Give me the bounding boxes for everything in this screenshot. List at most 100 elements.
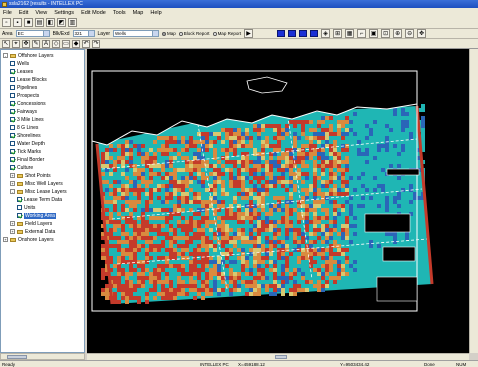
layer-checkbox[interactable]: [10, 165, 15, 170]
tree-item[interactable]: Leases: [10, 68, 33, 75]
menu-help[interactable]: Help: [150, 9, 162, 16]
expand-icon[interactable]: +: [3, 237, 8, 242]
legend-icon[interactable]: ▦: [345, 29, 355, 38]
tree-item[interactable]: Lease Blocks: [10, 76, 47, 83]
polygon-icon[interactable]: ◇: [52, 39, 60, 48]
area-select[interactable]: EC: [15, 30, 50, 37]
radio-map[interactable]: Map: [162, 31, 176, 36]
tree-item[interactable]: + Onshore Layers: [3, 236, 54, 243]
tree-item[interactable]: - Offshore Layers: [3, 52, 53, 59]
layers-icon[interactable]: ◈: [321, 29, 331, 38]
menu-file[interactable]: File: [3, 9, 12, 16]
tree-item[interactable]: Prospects: [10, 92, 39, 99]
expand-icon[interactable]: +: [10, 229, 15, 234]
view-blue-3-icon[interactable]: [299, 30, 308, 37]
measure-icon[interactable]: ⌐: [357, 29, 367, 38]
save-icon[interactable]: ■: [24, 18, 33, 27]
map-hscrollbar[interactable]: [87, 353, 469, 360]
tree-item[interactable]: + External Data: [10, 228, 55, 235]
new-icon[interactable]: ▫: [2, 18, 11, 27]
rectangle-icon[interactable]: ▭: [62, 39, 70, 48]
print-icon[interactable]: ▤: [35, 18, 44, 27]
menu-map[interactable]: Map: [132, 9, 144, 16]
view-blue-1-icon[interactable]: [277, 30, 286, 37]
collapse-icon[interactable]: -: [3, 53, 8, 58]
tree-item[interactable]: Water Depth: [10, 140, 45, 147]
layer-checkbox[interactable]: [17, 205, 22, 210]
tree-item[interactable]: + Shot Points: [10, 172, 51, 179]
node-icon[interactable]: ◆: [72, 39, 80, 48]
view-blue-2-icon[interactable]: [288, 30, 297, 37]
tree-item[interactable]: Units: [17, 204, 35, 211]
export-icon[interactable]: ◩: [57, 18, 66, 27]
tree-item[interactable]: Tick Marks: [10, 148, 41, 155]
info-icon[interactable]: ▥: [68, 18, 77, 27]
layer-checkbox[interactable]: [10, 157, 15, 162]
layer-checkbox[interactable]: [10, 109, 15, 114]
map-icon[interactable]: ◧: [46, 18, 55, 27]
layer-select[interactable]: Wells: [113, 30, 160, 37]
map-hscroll-thumb[interactable]: [275, 355, 287, 359]
layer-checkbox[interactable]: [10, 93, 15, 98]
tree-item[interactable]: Wells: [10, 60, 29, 67]
pan-icon[interactable]: ✥: [417, 29, 427, 38]
identify-icon[interactable]: ⊞: [333, 29, 343, 38]
redo-icon[interactable]: ↷: [92, 39, 100, 48]
layer-checkbox[interactable]: [10, 69, 15, 74]
layer-checkbox[interactable]: [17, 197, 22, 202]
menu-edit[interactable]: Edit: [18, 9, 29, 16]
tree-item[interactable]: - Misc Lease Layers: [10, 188, 67, 195]
menu-view[interactable]: View: [35, 9, 48, 16]
pointer-icon[interactable]: ↖: [2, 39, 10, 48]
radio-block-report[interactable]: Block Report: [178, 31, 210, 36]
tree-item[interactable]: + Field Layers: [10, 220, 52, 227]
map-canvas[interactable]: [87, 49, 478, 353]
layer-tree[interactable]: - Offshore Layers Wells Leases Lease Blocks P…: [0, 49, 85, 353]
tree-item[interactable]: + Misc Well Layers: [10, 180, 63, 187]
title-bar[interactable]: ssla2162 [results - INTELLEX PC: [0, 0, 478, 8]
print-map-icon[interactable]: ▣: [369, 29, 379, 38]
text-icon[interactable]: A: [42, 39, 50, 48]
tree-item[interactable]: 8 G Lines: [10, 124, 38, 131]
tree-item[interactable]: 3 Mile Lines: [10, 116, 44, 123]
tree-item[interactable]: Working Area: [17, 212, 56, 219]
layer-checkbox[interactable]: [10, 149, 15, 154]
layer-checkbox[interactable]: [10, 101, 15, 106]
zoom-out-icon[interactable]: ⊖: [405, 29, 415, 38]
tree-item[interactable]: Culture: [10, 164, 33, 171]
tree-item[interactable]: Shorelines: [10, 132, 41, 139]
select-icon[interactable]: ⌖: [12, 39, 20, 48]
menu-edit-mode[interactable]: Edit Mode: [81, 9, 106, 16]
draw-icon[interactable]: ✎: [32, 39, 40, 48]
move-icon[interactable]: ✥: [22, 39, 30, 48]
tree-hscrollbar[interactable]: [0, 353, 85, 360]
expand-icon[interactable]: +: [10, 221, 15, 226]
layer-checkbox[interactable]: [17, 213, 22, 218]
menu-tools[interactable]: Tools: [112, 9, 126, 16]
collapse-icon[interactable]: -: [10, 189, 15, 194]
tree-item[interactable]: Pipelines: [10, 84, 37, 91]
go-button[interactable]: ▶: [244, 29, 254, 38]
open-icon[interactable]: ▪: [13, 18, 22, 27]
expand-icon[interactable]: +: [10, 181, 15, 186]
layer-checkbox[interactable]: [10, 77, 15, 82]
layer-checkbox[interactable]: [10, 141, 15, 146]
expand-icon[interactable]: +: [10, 173, 15, 178]
layer-checkbox[interactable]: [10, 85, 15, 90]
layer-checkbox[interactable]: [10, 61, 15, 66]
map-vscrollbar[interactable]: [469, 49, 478, 353]
tree-hscroll-thumb[interactable]: [7, 355, 27, 359]
radio-map-report[interactable]: Map Report: [212, 31, 241, 36]
tree-item[interactable]: Final Border: [10, 156, 44, 163]
zoom-in-icon[interactable]: ⊕: [393, 29, 403, 38]
view-blue-4-icon[interactable]: [310, 30, 319, 37]
layer-checkbox[interactable]: [10, 117, 15, 122]
tree-item[interactable]: Concessions: [10, 100, 46, 107]
layer-checkbox[interactable]: [10, 133, 15, 138]
layer-checkbox[interactable]: [10, 125, 15, 130]
tree-item[interactable]: Lease Term Data: [17, 196, 62, 203]
blk-select[interactable]: 321: [72, 30, 95, 37]
zoom-box-icon[interactable]: ⊡: [381, 29, 391, 38]
menu-settings[interactable]: Settings: [54, 9, 75, 16]
tree-item[interactable]: Fairways: [10, 108, 37, 115]
